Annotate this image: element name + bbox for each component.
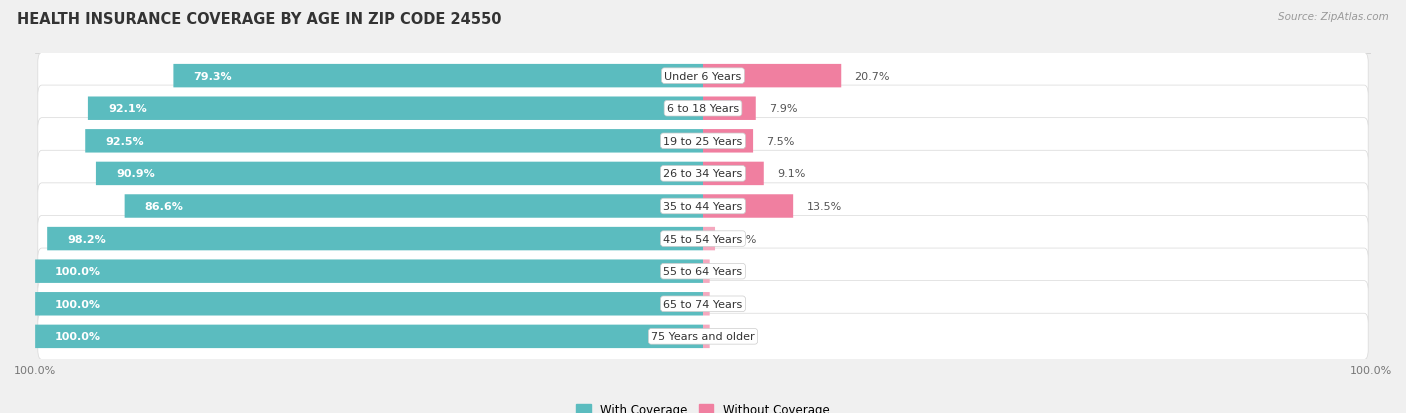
FancyBboxPatch shape bbox=[48, 227, 703, 251]
FancyBboxPatch shape bbox=[38, 151, 1368, 197]
FancyBboxPatch shape bbox=[703, 292, 710, 316]
FancyBboxPatch shape bbox=[703, 325, 710, 348]
Text: 0.0%: 0.0% bbox=[716, 266, 745, 277]
Text: 45 to 54 Years: 45 to 54 Years bbox=[664, 234, 742, 244]
Text: 92.5%: 92.5% bbox=[105, 136, 143, 147]
Legend: With Coverage, Without Coverage: With Coverage, Without Coverage bbox=[572, 398, 834, 413]
FancyBboxPatch shape bbox=[38, 119, 1368, 164]
FancyBboxPatch shape bbox=[703, 162, 763, 186]
FancyBboxPatch shape bbox=[703, 130, 754, 153]
Text: 98.2%: 98.2% bbox=[67, 234, 105, 244]
FancyBboxPatch shape bbox=[703, 97, 756, 121]
FancyBboxPatch shape bbox=[703, 227, 716, 251]
Text: 26 to 34 Years: 26 to 34 Years bbox=[664, 169, 742, 179]
Text: 7.5%: 7.5% bbox=[766, 136, 794, 147]
Text: 9.1%: 9.1% bbox=[778, 169, 806, 179]
Text: 0.0%: 0.0% bbox=[716, 332, 745, 342]
Text: 100.0%: 100.0% bbox=[55, 332, 101, 342]
FancyBboxPatch shape bbox=[86, 130, 703, 153]
Text: 100.0%: 100.0% bbox=[55, 266, 101, 277]
Text: 79.3%: 79.3% bbox=[194, 71, 232, 81]
Text: 86.6%: 86.6% bbox=[145, 202, 184, 211]
FancyBboxPatch shape bbox=[35, 292, 703, 316]
FancyBboxPatch shape bbox=[38, 53, 1368, 100]
Text: 55 to 64 Years: 55 to 64 Years bbox=[664, 266, 742, 277]
FancyBboxPatch shape bbox=[703, 195, 793, 218]
FancyBboxPatch shape bbox=[703, 260, 710, 283]
Text: 75 Years and older: 75 Years and older bbox=[651, 332, 755, 342]
Text: Under 6 Years: Under 6 Years bbox=[665, 71, 741, 81]
FancyBboxPatch shape bbox=[125, 195, 703, 218]
FancyBboxPatch shape bbox=[38, 183, 1368, 230]
FancyBboxPatch shape bbox=[35, 260, 703, 283]
Text: 100.0%: 100.0% bbox=[55, 299, 101, 309]
FancyBboxPatch shape bbox=[38, 216, 1368, 262]
Text: 6 to 18 Years: 6 to 18 Years bbox=[666, 104, 740, 114]
Text: 20.7%: 20.7% bbox=[855, 71, 890, 81]
FancyBboxPatch shape bbox=[89, 97, 703, 121]
FancyBboxPatch shape bbox=[703, 65, 841, 88]
Text: HEALTH INSURANCE COVERAGE BY AGE IN ZIP CODE 24550: HEALTH INSURANCE COVERAGE BY AGE IN ZIP … bbox=[17, 12, 502, 27]
Text: 13.5%: 13.5% bbox=[807, 202, 842, 211]
Text: 92.1%: 92.1% bbox=[108, 104, 146, 114]
Text: 90.9%: 90.9% bbox=[115, 169, 155, 179]
FancyBboxPatch shape bbox=[96, 162, 703, 186]
FancyBboxPatch shape bbox=[38, 313, 1368, 360]
FancyBboxPatch shape bbox=[173, 65, 703, 88]
FancyBboxPatch shape bbox=[35, 325, 703, 348]
Text: 1.8%: 1.8% bbox=[728, 234, 756, 244]
Text: 0.0%: 0.0% bbox=[716, 299, 745, 309]
FancyBboxPatch shape bbox=[38, 249, 1368, 294]
Text: 65 to 74 Years: 65 to 74 Years bbox=[664, 299, 742, 309]
FancyBboxPatch shape bbox=[38, 86, 1368, 132]
FancyBboxPatch shape bbox=[38, 281, 1368, 327]
Text: 19 to 25 Years: 19 to 25 Years bbox=[664, 136, 742, 147]
Text: 7.9%: 7.9% bbox=[769, 104, 797, 114]
Text: Source: ZipAtlas.com: Source: ZipAtlas.com bbox=[1278, 12, 1389, 22]
Text: 35 to 44 Years: 35 to 44 Years bbox=[664, 202, 742, 211]
